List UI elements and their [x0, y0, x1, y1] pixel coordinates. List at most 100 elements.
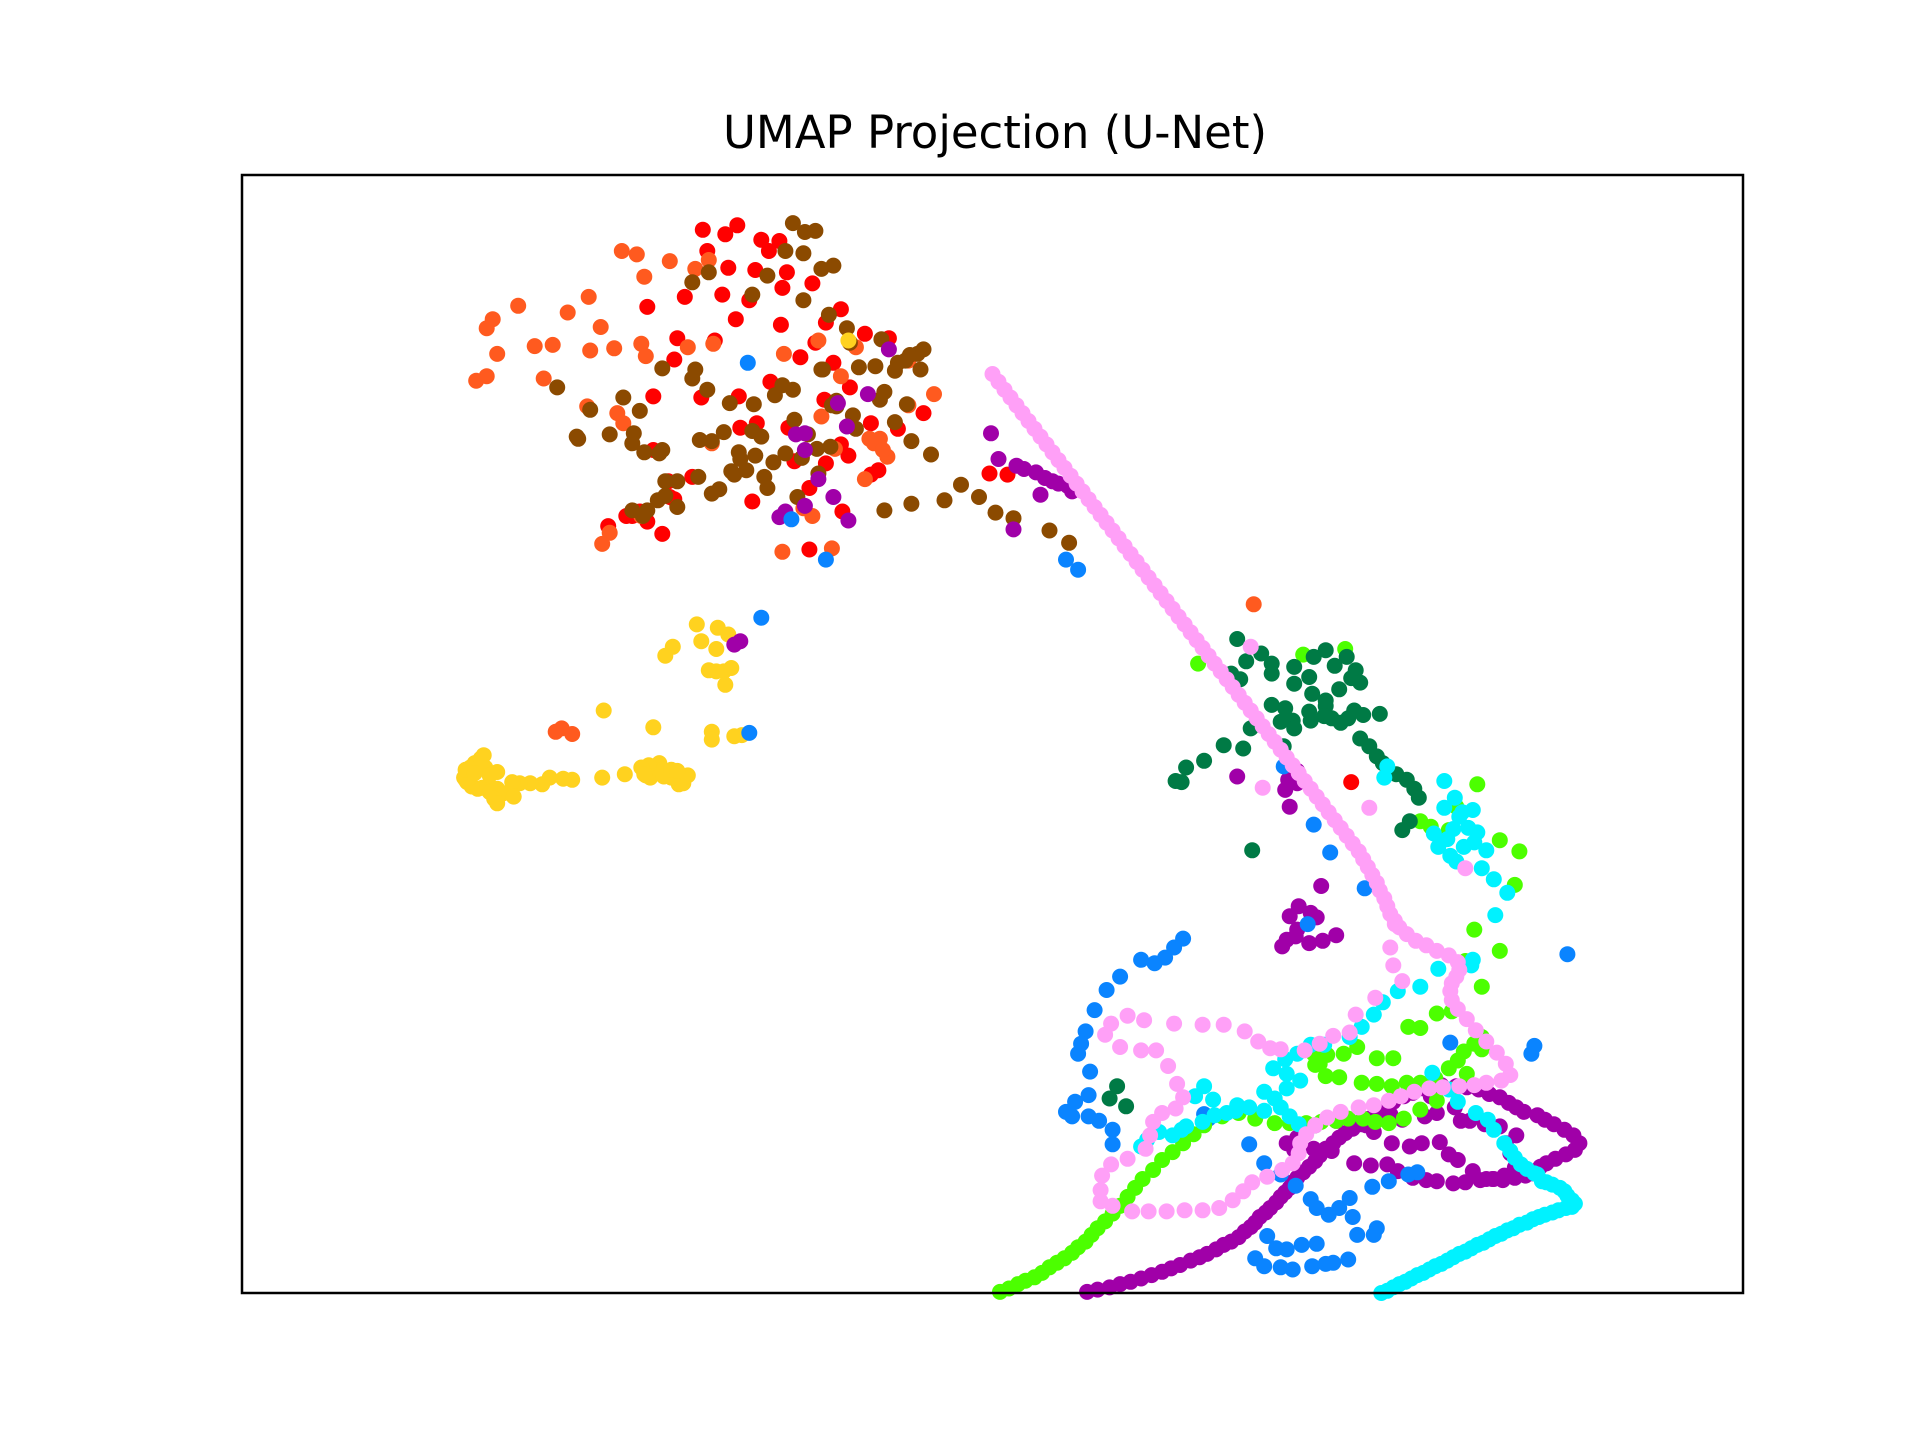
- scatter-point-brown: [636, 444, 653, 461]
- scatter-point-purple: [1005, 521, 1022, 538]
- scatter-point-yellow: [505, 788, 522, 805]
- scatter-point-green: [1412, 1101, 1429, 1118]
- scatter-point-cyan: [1436, 799, 1453, 816]
- scatter-point-purple: [1229, 768, 1246, 785]
- scatter-point-brown: [649, 492, 666, 509]
- scatter-point-brown: [903, 433, 920, 450]
- scatter-point-green: [1368, 1075, 1385, 1092]
- scatter-point-purple: [990, 451, 1007, 467]
- scatter-point-darkgreen: [1272, 713, 1289, 730]
- scatter-point-green: [1335, 1045, 1352, 1062]
- scatter-point-yellow: [466, 765, 483, 782]
- scatter-point-darkgreen: [1196, 752, 1213, 769]
- scatter-point-brown: [582, 401, 599, 418]
- scatter-point-purple: [796, 442, 813, 458]
- points-layer: [456, 215, 1588, 1301]
- scatter-point-brown: [703, 485, 720, 502]
- scatter-point-blue: [1272, 1259, 1289, 1276]
- scatter-point-brown: [1005, 510, 1022, 527]
- scatter-point-pink: [1332, 1103, 1349, 1120]
- scatter-point-brown: [570, 430, 587, 447]
- scatter-point-darkgreen: [1235, 740, 1252, 757]
- scatter-point-brown: [987, 504, 1004, 521]
- scatter-point-blue: [1293, 1236, 1310, 1253]
- scatter-point-yellow: [708, 641, 725, 657]
- scatter-point-orange: [564, 726, 581, 742]
- scatter-point-cyan: [1292, 1072, 1309, 1089]
- scatter-point-orange: [559, 304, 576, 321]
- scatter-point-blue: [1098, 982, 1115, 998]
- scatter-point-red: [639, 298, 656, 315]
- scatter-point-brown: [732, 451, 749, 467]
- scatter-point-cyan: [1353, 1018, 1370, 1035]
- scatter-point-blue: [1368, 1220, 1385, 1237]
- scatter-point-purple: [1016, 461, 1032, 477]
- scatter-point-red: [856, 325, 873, 342]
- scatter-point-purple: [880, 341, 897, 358]
- scatter-point-yellow: [555, 770, 572, 787]
- scatter-point-green: [1491, 942, 1508, 959]
- scatter-point-cyan: [1464, 951, 1481, 968]
- scatter-point-pink: [1361, 799, 1378, 816]
- scatter-point-green: [1428, 1005, 1445, 1022]
- scatter-point-pink: [1325, 1027, 1342, 1044]
- scatter-point-orange: [813, 408, 830, 425]
- scatter-point-pink: [1211, 1200, 1228, 1216]
- scatter-point-darkgreen: [1332, 714, 1349, 731]
- scatter-point-blue: [1070, 561, 1087, 578]
- scatter-point-yellow: [669, 762, 686, 779]
- scatter-point-red: [915, 405, 932, 422]
- scatter-point-yellow: [636, 766, 653, 783]
- scatter-point-green: [1473, 978, 1490, 995]
- scatter-point-orange: [810, 332, 827, 349]
- scatter-point-brown: [822, 438, 839, 455]
- scatter-point-cyan: [1241, 1099, 1258, 1116]
- scatter-point-pink: [1434, 1079, 1451, 1096]
- scatter-point-blue: [739, 354, 756, 371]
- scatter-point-cyan: [1464, 802, 1481, 818]
- scatter-point-red: [729, 217, 746, 234]
- scatter-point-blue: [1341, 1190, 1358, 1206]
- scatter-point-yellow: [504, 774, 521, 791]
- scatter-point-cyan: [1436, 773, 1453, 789]
- scatter-point-brown: [669, 473, 686, 490]
- scatter-point-pink: [1262, 1040, 1279, 1057]
- scatter-point-red: [732, 419, 749, 436]
- scatter-point-pink: [1347, 1006, 1364, 1023]
- scatter-point-darkgreen: [1109, 1078, 1126, 1095]
- scatter-point-purple: [859, 386, 876, 403]
- scatter-point-orange: [628, 246, 645, 263]
- scatter-point-pink: [1133, 1042, 1150, 1059]
- scatter-point-orange: [1245, 596, 1262, 613]
- scatter-point-pink: [1478, 1074, 1495, 1091]
- scatter-point-pink: [1142, 1127, 1159, 1144]
- scatter-point-red: [1343, 774, 1360, 791]
- scatter-point-darkgreen: [1326, 657, 1343, 674]
- scatter-point-pink: [1311, 1035, 1328, 1052]
- scatter-point-cyan: [1265, 1060, 1282, 1077]
- scatter-point-blue: [1380, 1173, 1397, 1190]
- scatter-point-brown: [876, 502, 893, 519]
- scatter-point-brown: [726, 466, 743, 483]
- scatter-point-blue: [817, 551, 834, 568]
- scatter-point-yellow: [595, 702, 612, 719]
- scatter-point-purple: [1529, 1107, 1546, 1124]
- scatter-point-brown: [690, 468, 707, 485]
- scatter-point-darkgreen: [1317, 642, 1334, 659]
- scatter-point-brown: [867, 358, 884, 375]
- scatter-point-green: [1353, 1074, 1370, 1091]
- scatter-point-purple: [1508, 1127, 1525, 1144]
- scatter-point-darkgreen: [1286, 658, 1303, 675]
- scatter-point-pink: [1440, 947, 1457, 964]
- scatter-point-purple: [1101, 1279, 1118, 1296]
- scatter-point-orange: [774, 543, 791, 560]
- scatter-point-blue: [1241, 1136, 1258, 1153]
- scatter-point-brown: [807, 222, 824, 239]
- scatter-point-green: [1491, 832, 1508, 849]
- scatter-point-brown: [936, 492, 953, 509]
- scatter-point-pink: [1254, 779, 1271, 796]
- scatter-point-darkgreen: [1355, 707, 1372, 723]
- scatter-point-red: [676, 288, 693, 305]
- scatter-point-blue: [1322, 844, 1339, 861]
- scatter-point-blue: [1058, 551, 1074, 568]
